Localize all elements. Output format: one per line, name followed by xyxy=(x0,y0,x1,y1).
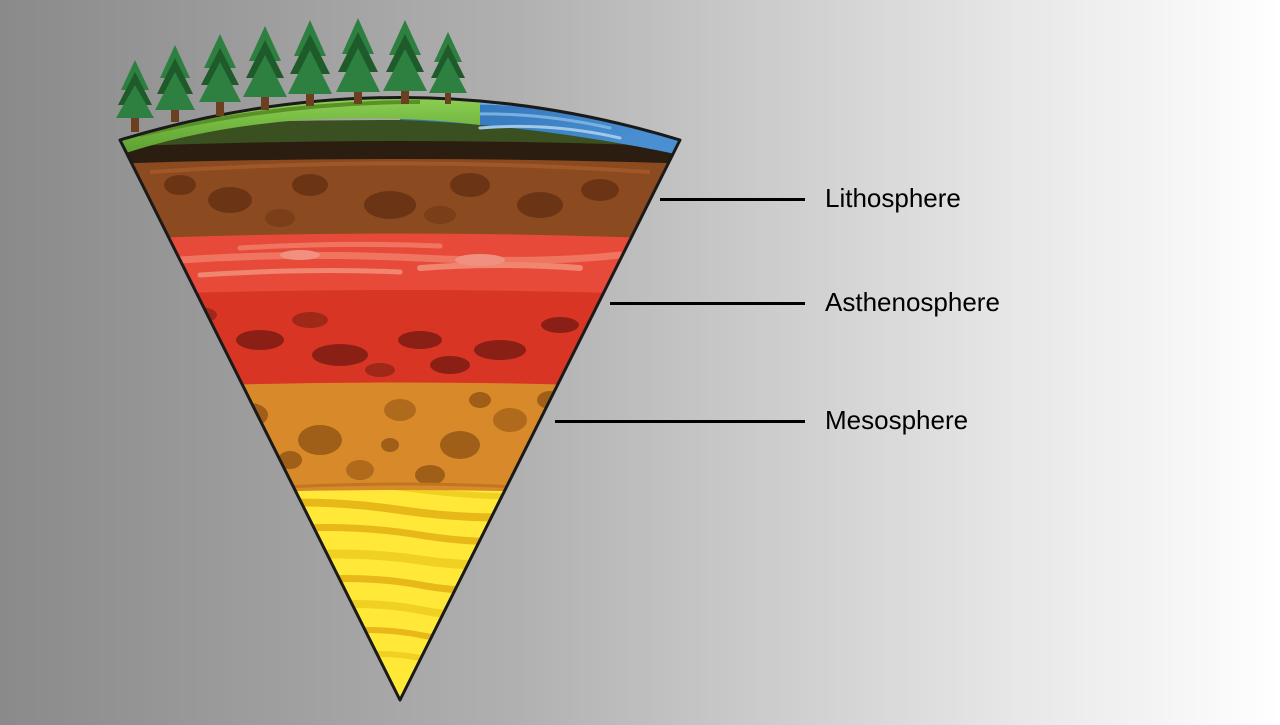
label-line-lithosphere xyxy=(660,198,805,201)
earth-layers-diagram: Lithosphere Asthenosphere Mesosphere xyxy=(0,0,1280,720)
label-lithosphere: Lithosphere xyxy=(825,183,961,214)
wedge-svg xyxy=(0,0,1280,720)
label-asthenosphere: Asthenosphere xyxy=(825,287,1000,318)
label-line-asthenosphere xyxy=(610,302,805,305)
label-mesosphere: Mesosphere xyxy=(825,405,968,436)
label-line-mesosphere xyxy=(555,420,805,423)
